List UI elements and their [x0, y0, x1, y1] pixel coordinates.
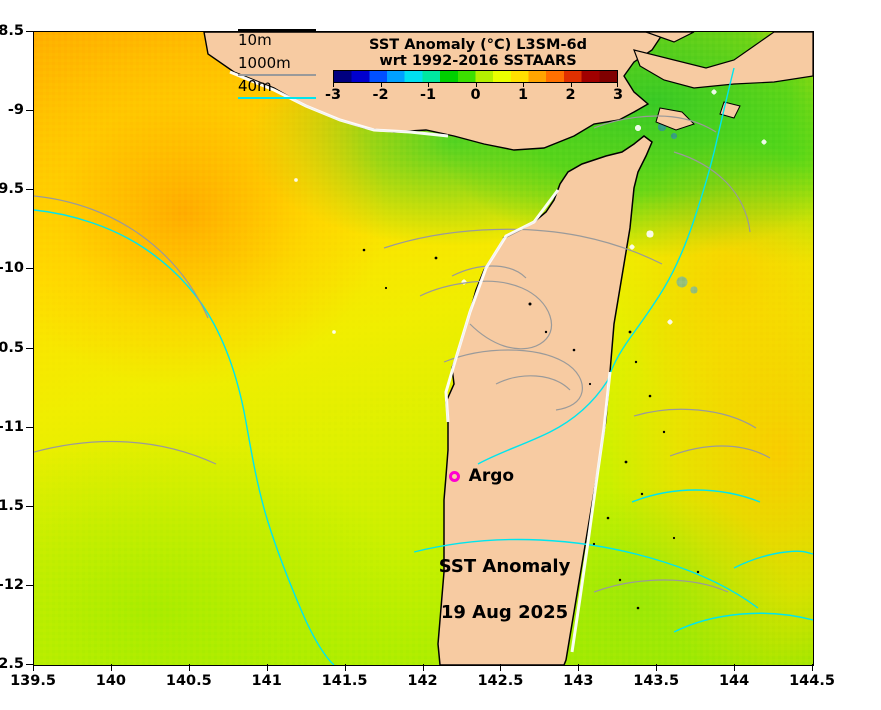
coastal-nodata	[229, 70, 612, 653]
colorbar-tick	[523, 83, 524, 87]
colorbar-tick	[617, 83, 618, 87]
colorbar-tick-label: -2	[372, 87, 389, 103]
y-axis-tick	[26, 664, 33, 665]
land-ne-island	[645, 32, 695, 43]
colorbar	[333, 70, 618, 83]
contour-40m	[34, 67, 813, 665]
small-islands	[362, 236, 700, 610]
colorbar-tick-label: 2	[565, 87, 576, 103]
x-axis-tick	[656, 664, 658, 671]
x-axis-tick	[500, 664, 502, 671]
stamp-line-1: SST Anomaly	[438, 555, 571, 577]
colorbar-title-line-2: wrt 1992-2016 SSTAARS	[379, 53, 577, 69]
colorbar-tick	[380, 83, 382, 87]
y-axis-tick-label: -8.5	[0, 23, 24, 39]
x-axis-tick-label: 142.5	[477, 673, 524, 689]
y-axis-tick-label: -12.5	[0, 656, 24, 672]
depth-legend-row-10m: 10m	[236, 29, 332, 54]
y-axis-tick-label: -11	[0, 418, 24, 435]
y-axis-tick-label: -9.5	[0, 181, 24, 198]
depth-label-10m: 10m	[238, 31, 272, 49]
colorbar-tick	[333, 83, 334, 87]
stamp-line-2: 19 Aug 2025	[440, 601, 569, 623]
colorbar-title-line-1: SST Anomaly (°C) L3SM-6d	[369, 37, 587, 53]
y-axis-tick	[26, 31, 33, 32]
y-axis-tick	[26, 347, 33, 349]
depth-line-10m	[238, 29, 316, 31]
x-axis-tick-label: 144	[718, 673, 750, 689]
depth-label-1000m: 1000m	[238, 54, 291, 72]
x-axis-tick-label: 143	[563, 673, 594, 689]
y-axis-tick-label: -11.5	[0, 497, 24, 514]
depth-legend-row-40m: 40m	[236, 77, 332, 100]
depth-label-40m: 40m	[238, 77, 272, 95]
x-axis-tick	[266, 664, 268, 671]
y-axis-tick	[26, 505, 33, 507]
x-axis-tick	[578, 664, 580, 671]
x-axis-tick-label: 141	[251, 673, 282, 689]
y-axis-tick-label: -10	[0, 260, 24, 277]
colorbar-tick	[475, 83, 477, 87]
colorbar-tick	[570, 83, 572, 87]
sst-anomaly-raster	[34, 32, 813, 665]
y-axis-tick-label: -10.5	[0, 339, 24, 356]
x-axis-tick	[422, 664, 424, 671]
contour-1000m	[34, 115, 771, 593]
x-axis-tick-label: 140.5	[165, 673, 212, 689]
colorbar-title: SST Anomaly (°C) L3SM-6d wrt 1992-2016 S…	[333, 37, 623, 69]
argo-marker[interactable]	[449, 471, 461, 483]
x-axis-tick	[734, 664, 736, 671]
x-axis-tick-label: 141.5	[321, 673, 368, 689]
x-axis-tick	[344, 664, 346, 671]
x-axis-tick	[33, 664, 34, 671]
depth-legend-row-1000m: 1000m	[236, 54, 332, 77]
depth-line-40m	[238, 97, 316, 99]
x-axis-tick	[812, 664, 813, 671]
colorbar-tick-label: -3	[324, 87, 342, 103]
x-axis-tick-label: 143.5	[633, 673, 680, 689]
sst-date-stamp: SST Anomaly 19 Aug 2025	[405, 555, 605, 624]
depth-legend: 10m 1000m 40m	[236, 29, 332, 101]
map-plot-area[interactable]: Argo SST Anomaly 19 Aug 2025	[33, 31, 814, 666]
argo-label: Argo	[468, 465, 515, 486]
x-axis-tick	[188, 664, 190, 671]
x-axis-tick-label: 144.5	[789, 673, 835, 689]
y-axis-tick	[26, 426, 33, 428]
colorbar-tick-label: 0	[470, 87, 481, 103]
x-axis-tick-label: 140	[95, 673, 127, 689]
y-axis-tick	[26, 584, 33, 586]
land-ne-small-a	[655, 107, 695, 131]
raster-pixelation	[34, 32, 813, 665]
y-axis-tick	[26, 110, 33, 112]
x-axis-tick-label: 139.5	[10, 673, 56, 689]
y-axis-tick-label: -9	[7, 102, 24, 119]
land-ne-block	[633, 32, 813, 89]
y-axis-tick	[26, 189, 33, 191]
y-axis-tick-label: -12	[0, 576, 24, 593]
colorbar-tick	[428, 83, 429, 87]
x-axis-tick-label: 142	[407, 673, 438, 689]
colorbar-tick-label: 3	[612, 87, 624, 103]
coastline-and-bathymetry	[34, 32, 813, 665]
colorbar-tick-label: -1	[419, 87, 437, 103]
x-axis-tick	[110, 664, 112, 671]
colorbar-tick-label: 1	[517, 87, 529, 103]
depth-line-1000m	[238, 74, 316, 76]
y-axis-tick	[26, 268, 33, 270]
